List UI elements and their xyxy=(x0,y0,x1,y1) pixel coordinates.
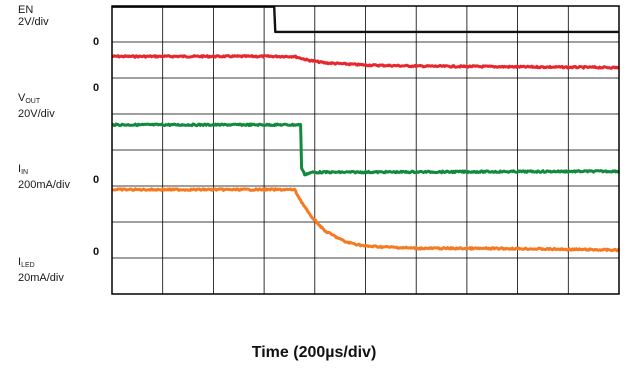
channel-scale-en: 2V/div xyxy=(18,16,49,28)
channel-name-subscript: OUT xyxy=(25,98,41,105)
trace-iin xyxy=(111,122,621,177)
zero-marker-en: 0 xyxy=(93,35,100,48)
channel-name-subscript: LED xyxy=(21,262,35,269)
channel-name-en: EN xyxy=(18,4,49,16)
zero-marker-vout: 0 xyxy=(93,81,100,94)
channel-label-vout: VOUT 20V/div xyxy=(18,92,55,120)
channel-name-iin: IIN xyxy=(18,163,70,179)
channel-label-en: EN 2V/div xyxy=(18,4,49,28)
channel-name-iled: ILED xyxy=(18,256,64,272)
channel-scale-vout: 20V/div xyxy=(18,108,55,120)
channel-label-iin: IIN 200mA/div xyxy=(18,163,70,191)
channel-name-main: EN xyxy=(18,4,34,16)
zero-marker-iled: 0 xyxy=(93,245,100,258)
plot-grid xyxy=(112,6,619,294)
channel-label-iled: ILED 20mA/div xyxy=(18,256,64,284)
channel-name-vout: VOUT xyxy=(18,92,55,108)
channel-scale-iin: 200mA/div xyxy=(18,179,70,191)
channel-name-main: I xyxy=(18,163,22,175)
zero-marker-iin: 0 xyxy=(93,173,100,186)
channel-name-main: I xyxy=(18,256,22,268)
x-axis-title: Time (200µs/div) xyxy=(251,344,377,361)
trace-iled xyxy=(111,187,620,253)
channel-name-main: V xyxy=(18,92,26,104)
plot-frame xyxy=(111,5,620,295)
channel-name-subscript: IN xyxy=(21,169,29,176)
channel-scale-iled: 20mA/div xyxy=(18,272,64,284)
trace-vout xyxy=(111,54,620,70)
